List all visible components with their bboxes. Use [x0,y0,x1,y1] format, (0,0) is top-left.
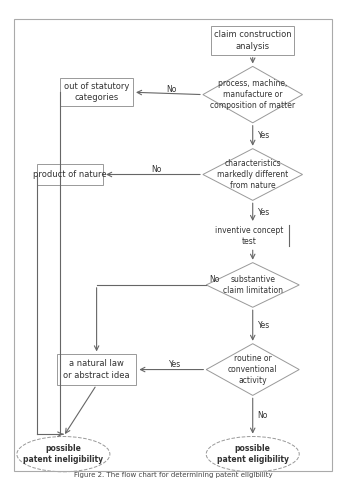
FancyBboxPatch shape [211,26,294,54]
FancyBboxPatch shape [60,78,133,106]
Text: product of nature: product of nature [33,170,107,179]
Text: No: No [151,166,162,174]
FancyBboxPatch shape [57,354,136,385]
Text: possible
patent ineligibility: possible patent ineligibility [23,444,103,464]
Text: No: No [166,86,176,94]
Ellipse shape [17,436,110,472]
Text: No: No [210,275,220,284]
FancyBboxPatch shape [37,164,103,185]
Text: process, machine,
manufacture or
composition of matter: process, machine, manufacture or composi… [210,79,295,110]
Text: Yes: Yes [258,208,270,216]
Text: characteristics
markedly different
from nature: characteristics markedly different from … [217,159,288,190]
Polygon shape [203,148,302,201]
Text: claim construction
analysis: claim construction analysis [214,30,292,50]
Text: Yes: Yes [169,360,181,370]
Text: routine or
conventional
activity: routine or conventional activity [228,354,277,385]
Text: possible
patent eligibility: possible patent eligibility [217,444,289,464]
Ellipse shape [206,436,299,472]
Polygon shape [206,262,299,308]
Text: Figure 2. The flow chart for determining patent eligibility: Figure 2. The flow chart for determining… [74,472,272,478]
Text: Yes: Yes [258,131,270,140]
Text: No: No [258,412,268,420]
Polygon shape [203,66,302,123]
Polygon shape [206,344,299,396]
Text: out of statutory
categories: out of statutory categories [64,82,129,102]
Text: Yes: Yes [258,321,270,330]
Text: inventive concept
test: inventive concept test [215,226,284,246]
Text: a natural law
or abstract idea: a natural law or abstract idea [63,360,130,380]
Text: substantive
claim limitation: substantive claim limitation [223,275,283,295]
